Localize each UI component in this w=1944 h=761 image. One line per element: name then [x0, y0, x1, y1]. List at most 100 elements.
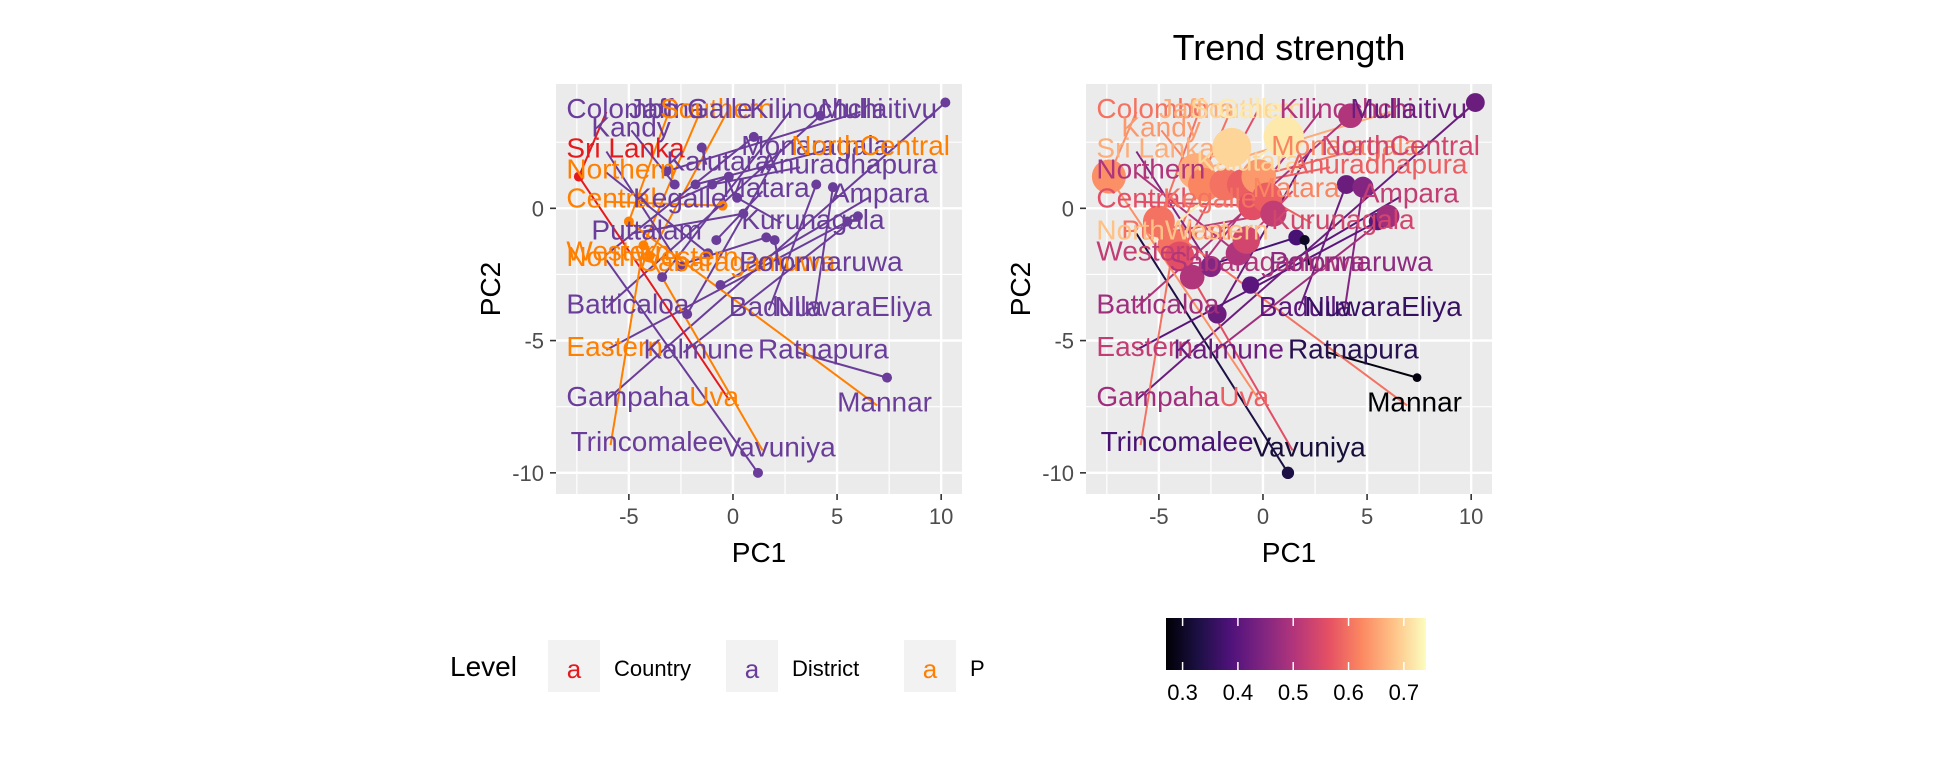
data-label: Northern	[566, 154, 675, 185]
data-point	[1465, 93, 1485, 112]
connector-line	[605, 259, 759, 474]
data-label: Jaffna	[629, 93, 705, 124]
axes: -5 0 5 10 -10 -5 0	[512, 196, 953, 529]
data-point	[852, 211, 863, 222]
data-point	[661, 166, 672, 177]
connector-line	[631, 212, 744, 235]
data-label: Matara	[723, 172, 811, 203]
data-label: NorthCentral	[1321, 130, 1480, 161]
legend-label: Country	[614, 656, 691, 681]
data-label: NuwaraEliya	[775, 291, 933, 322]
data-point	[815, 110, 826, 121]
data-point	[811, 179, 822, 190]
data-label: Kilinochchi	[1280, 93, 1414, 124]
colorbar-tick-label: 0.7	[1389, 680, 1420, 705]
data-label: Galle	[687, 93, 752, 124]
colorbar-tick-label: 0.4	[1223, 680, 1254, 705]
data-point	[1165, 241, 1195, 271]
connector-line	[1343, 187, 1364, 311]
data-label: Batticaloa	[566, 289, 689, 320]
data-label: Ratnapura	[758, 334, 889, 365]
connector-line	[1136, 200, 1253, 207]
data-point	[723, 171, 734, 182]
y-tick-label: -5	[1054, 329, 1074, 354]
connector-line	[1212, 215, 1389, 354]
chart-title: Trend strength	[1173, 27, 1406, 68]
data-point	[1091, 159, 1126, 194]
connector-line	[606, 200, 723, 207]
data-point	[1241, 276, 1260, 294]
data-point	[1200, 256, 1222, 278]
connector-line	[605, 114, 822, 309]
panel-level: ColomboJaffnaSouthernGalleKilinochchiMul…	[475, 84, 962, 568]
data-point	[1336, 175, 1356, 194]
data-point	[752, 467, 763, 478]
data-label: Badulla	[729, 291, 823, 322]
data-point	[623, 216, 634, 227]
x-tick-label: 5	[831, 504, 843, 529]
colorbar-gradient	[1166, 618, 1426, 670]
data-label: Ampara	[1361, 177, 1459, 208]
data-label: Galle	[1217, 93, 1282, 124]
data-point	[769, 235, 780, 246]
connector-line	[1135, 150, 1212, 268]
data-label: Badulla	[1259, 291, 1353, 322]
colorbar-tick-label: 0.5	[1278, 680, 1309, 705]
x-axis-label: PC1	[732, 537, 786, 568]
connector-line	[578, 176, 731, 401]
connector-line	[711, 166, 801, 186]
connector-line	[672, 175, 730, 203]
legend-key-bg	[904, 640, 956, 692]
data-label: Mullaitivu	[1350, 93, 1467, 124]
connector-line	[682, 215, 859, 354]
data-point	[690, 179, 701, 190]
data-point	[638, 240, 649, 251]
data-label: Central	[1096, 183, 1186, 214]
legend-key-bg	[726, 640, 778, 692]
data-point	[675, 261, 686, 272]
data-label: Kalmune	[643, 334, 754, 365]
connector-line	[577, 111, 608, 177]
data-label: Mannar	[1367, 386, 1462, 417]
data-point	[1207, 304, 1227, 324]
data-label: Uva	[1219, 381, 1269, 412]
legend-key: a	[567, 654, 582, 684]
label-connectors	[577, 101, 947, 474]
legend-level: Level a Country a District a P	[450, 640, 985, 692]
data-label: Trincomalee	[1101, 426, 1254, 457]
data-point	[707, 179, 718, 190]
data-label: Colombo	[566, 93, 678, 124]
connector-line	[1178, 255, 1294, 451]
connector-line	[736, 196, 782, 224]
connector-line	[648, 255, 764, 451]
y-tick-label: -10	[1042, 461, 1074, 486]
data-point	[1281, 466, 1295, 480]
data-labels: ColomboJaffnaSouthernGalleKilinochchiMul…	[566, 93, 950, 463]
data-point	[882, 372, 893, 383]
data-label: Mannar	[837, 386, 932, 417]
data-label: Vavuniya	[1253, 431, 1367, 462]
data-point	[1352, 176, 1374, 198]
data-label: Kalutara	[666, 146, 771, 177]
connector-line	[605, 136, 755, 256]
connector-line	[609, 245, 645, 446]
data-label: Kilinochchi	[750, 93, 884, 124]
legend-label: District	[792, 656, 859, 681]
connector-line	[628, 220, 878, 407]
connector-line	[767, 184, 818, 311]
panel-trend-strength: Trend strength ColomboJaffnaSouthernGall…	[1005, 27, 1492, 568]
connector-line	[1216, 148, 1313, 315]
data-point	[738, 208, 749, 219]
data-label: Colombo	[1096, 93, 1208, 124]
data-label: Trincomalee	[571, 426, 724, 457]
data-label: Kandy	[1121, 111, 1200, 142]
x-tick-label: 10	[929, 504, 953, 529]
data-point	[711, 235, 722, 246]
data-label: Uva	[689, 381, 739, 412]
data-label: Eastern	[566, 331, 663, 362]
connector-line	[1135, 232, 1289, 474]
connector-line	[1158, 220, 1408, 407]
data-label: Sri Lanka	[1096, 132, 1215, 163]
